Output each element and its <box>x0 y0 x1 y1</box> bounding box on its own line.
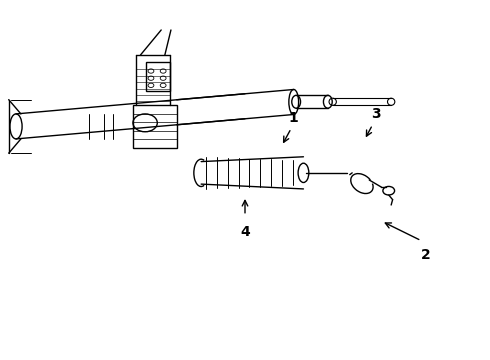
Text: 1: 1 <box>289 111 298 125</box>
Text: 3: 3 <box>371 107 380 121</box>
Text: 4: 4 <box>240 225 250 239</box>
Text: 2: 2 <box>420 248 430 262</box>
